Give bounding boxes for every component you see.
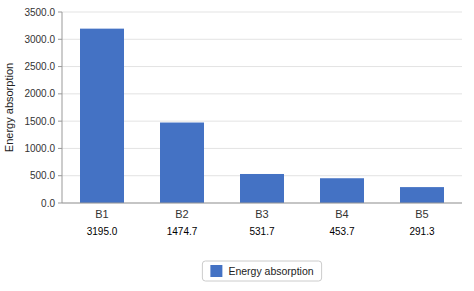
x-tick-label: B1 [95,208,108,220]
y-tick [58,66,62,67]
y-tick [58,12,62,13]
data-label: 531.7 [249,226,274,237]
y-tick-label: 1500.0 [24,116,55,127]
y-tick-label: 2000.0 [24,88,55,99]
y-tick-label: 1000.0 [24,143,55,154]
data-label: 453.7 [329,226,354,237]
x-tick-label: B5 [415,208,428,220]
legend-swatch [210,265,222,277]
y-tick-label: 2500.0 [24,61,55,72]
bar [80,29,124,203]
y-tick-label: 3500.0 [24,7,55,18]
data-label: 1474.7 [167,226,198,237]
y-tick [58,121,62,122]
data-label: 3195.0 [87,226,118,237]
y-tick [58,39,62,40]
y-tick [58,203,62,204]
x-axis [62,203,462,204]
legend-frame [202,261,321,281]
bar [240,174,284,203]
x-tick-label: B3 [255,208,268,220]
legend: Energy absorption [202,261,321,281]
x-tick-label: B2 [175,208,188,220]
y-tick [58,175,62,176]
y-tick-label: 500.0 [30,170,55,181]
y-tick [58,93,62,94]
data-label: 291.3 [409,226,434,237]
chart: 0.0 500.0 1000.0 1500.0 2000.0 2500.0 3000.0 35… [0,0,474,291]
y-tick-label: 0.0 [41,198,55,209]
grid-line [62,12,462,13]
y-tick-label: 3000.0 [24,34,55,45]
bar [320,178,364,203]
y-axis-label: Energy absorption [3,63,15,152]
bar [400,187,444,203]
x-tick-label: B4 [335,208,348,220]
bar [160,123,204,203]
y-tick [58,148,62,149]
bars [80,29,444,203]
y-axis [62,12,63,203]
grid-line [62,203,462,204]
legend-label: Energy absorption [228,265,313,277]
